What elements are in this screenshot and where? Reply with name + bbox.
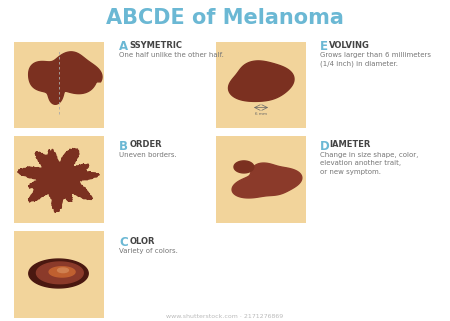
Text: Grows larger than 6 millimeters
(1/4 inch) in diameter.: Grows larger than 6 millimeters (1/4 inc… [320,52,431,67]
Polygon shape [29,259,88,288]
Polygon shape [234,161,254,173]
Text: Variety of colors.: Variety of colors. [119,248,178,254]
Polygon shape [58,268,68,273]
Text: ORDER: ORDER [129,140,162,149]
Text: OLOR: OLOR [129,237,155,246]
Text: Change in size shape, color,
elevation another trait,
or new symptom.: Change in size shape, color, elevation a… [320,152,418,175]
Text: IAMETER: IAMETER [329,140,371,149]
Polygon shape [49,267,75,277]
Text: 6 mm: 6 mm [255,112,267,116]
Text: D: D [320,140,329,152]
Text: VOLVING: VOLVING [329,41,370,50]
Polygon shape [229,61,294,101]
FancyBboxPatch shape [14,136,104,223]
Polygon shape [29,52,102,104]
FancyBboxPatch shape [14,231,104,318]
Polygon shape [232,163,302,198]
Polygon shape [36,262,83,284]
Text: B: B [119,140,128,152]
Text: ABCDE of Melanoma: ABCDE of Melanoma [106,8,344,28]
Text: A: A [119,40,128,53]
FancyBboxPatch shape [216,42,306,128]
Text: www.shutterstock.com · 2171276869: www.shutterstock.com · 2171276869 [166,314,284,319]
Text: Uneven borders.: Uneven borders. [119,152,177,158]
Text: One half unlike the other half.: One half unlike the other half. [119,52,224,58]
Text: SSYMETRIC: SSYMETRIC [129,41,182,50]
Polygon shape [18,148,99,213]
Text: E: E [320,40,328,53]
FancyBboxPatch shape [14,42,104,128]
Text: C: C [119,236,128,249]
FancyBboxPatch shape [216,136,306,223]
